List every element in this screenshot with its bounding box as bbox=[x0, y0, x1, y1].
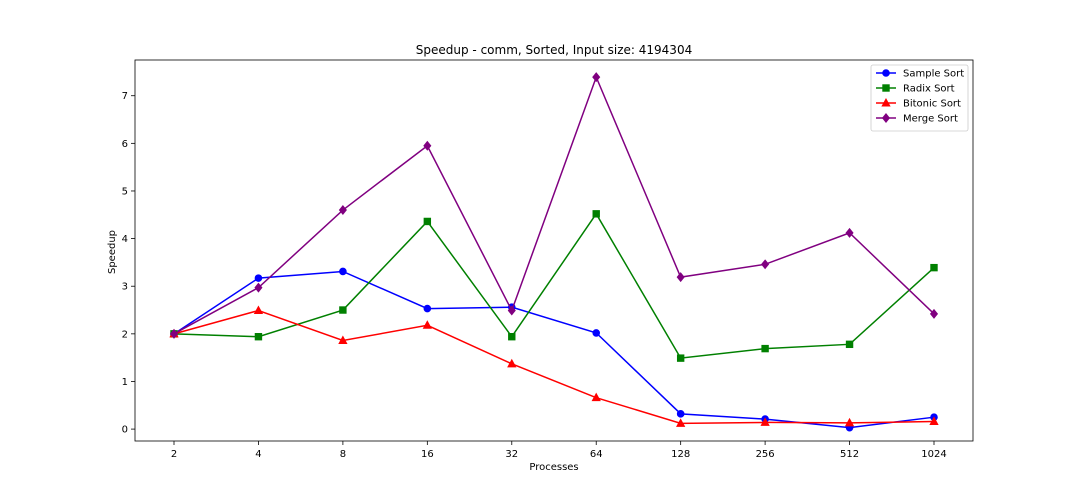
data-point-sample-sort bbox=[592, 329, 601, 337]
data-point-bitonic-sort bbox=[844, 417, 855, 427]
data-point-bitonic-sort bbox=[929, 416, 939, 425]
x-tick-label: 512 bbox=[840, 449, 859, 460]
legend-marker-sample-sort bbox=[882, 69, 890, 77]
data-point-merge-sort bbox=[676, 272, 685, 283]
legend-item-bitonic-sort: Bitonic Sort bbox=[876, 97, 961, 110]
data-point-radix-sort bbox=[930, 263, 938, 272]
data-point-radix-sort bbox=[592, 210, 600, 218]
y-axis-label: Speedup bbox=[107, 230, 118, 274]
data-point-merge-sort bbox=[169, 328, 179, 339]
data-point-radix-sort bbox=[508, 333, 516, 341]
y-tick-label: 6 bbox=[122, 139, 128, 150]
legend: Sample Sort Radix Sort Bitonic Sort Merge S… bbox=[870, 64, 969, 132]
data-point-radix-sort bbox=[339, 306, 347, 314]
x-tick-label: 256 bbox=[756, 449, 775, 460]
data-point-merge-sort bbox=[338, 205, 347, 216]
legend-item-radix-sort: Radix Sort bbox=[876, 84, 955, 95]
legend-label-merge-sort: Merge Sort bbox=[903, 114, 958, 125]
data-point-bitonic-sort bbox=[422, 320, 432, 329]
data-point-bitonic-sort bbox=[676, 418, 686, 427]
legend-label-bitonic-sort: Bitonic Sort bbox=[903, 99, 961, 110]
legend-marker-radix-sort bbox=[882, 84, 890, 92]
data-point-sample-sort bbox=[423, 304, 432, 313]
y-tick-label: 4 bbox=[122, 234, 128, 245]
data-point-merge-sort bbox=[423, 140, 432, 151]
data-point-radix-sort bbox=[676, 354, 685, 362]
legend-item-sample-sort: Sample Sort bbox=[876, 69, 964, 80]
series-line-merge-sort bbox=[173, 75, 935, 335]
legend-label-radix-sort: Radix Sort bbox=[903, 84, 955, 95]
data-point-bitonic-sort bbox=[507, 358, 517, 368]
series-merge-sort bbox=[169, 72, 939, 339]
data-point-merge-sort bbox=[845, 227, 854, 238]
legend-box bbox=[870, 64, 969, 132]
data-point-merge-sort bbox=[929, 308, 939, 319]
data-point-radix-sort bbox=[761, 344, 769, 353]
x-tick-label: 16 bbox=[421, 449, 434, 460]
axes: 2 4 8 16 32 64 128 256 512 1024 0 1 2 3 4 5 6 7 bbox=[122, 59, 974, 460]
data-point-merge-sort bbox=[254, 282, 263, 293]
legend-label-sample-sort: Sample Sort bbox=[903, 69, 964, 80]
chart-title: Speedup - comm, Sorted, Input size: 4194… bbox=[416, 43, 692, 57]
data-point-sample-sort bbox=[676, 410, 685, 418]
data-point-bitonic-sort bbox=[253, 305, 264, 315]
data-point-merge-sort bbox=[507, 305, 516, 316]
y-tick-label: 3 bbox=[122, 282, 128, 293]
x-tick-label: 8 bbox=[340, 449, 346, 460]
y-tick-label: 5 bbox=[122, 186, 128, 197]
y-tick-label: 2 bbox=[122, 329, 128, 340]
plot-frame bbox=[134, 59, 974, 442]
legend-item-merge-sort: Merge Sort bbox=[876, 113, 958, 125]
data-point-merge-sort bbox=[592, 72, 601, 83]
data-point-radix-sort bbox=[423, 217, 432, 226]
x-tick-label: 128 bbox=[671, 449, 690, 460]
series-group bbox=[169, 72, 939, 432]
x-tick-label: 4 bbox=[255, 449, 261, 460]
y-tick-label: 1 bbox=[122, 377, 128, 388]
series-line-sample-sort bbox=[173, 270, 935, 429]
data-point-sample-sort bbox=[254, 274, 263, 282]
y-tick-label: 7 bbox=[122, 91, 128, 102]
series-line-radix-sort bbox=[173, 212, 935, 359]
data-point-bitonic-sort bbox=[338, 335, 348, 345]
series-bitonic-sort bbox=[169, 305, 939, 427]
legend-marker-bitonic-sort bbox=[881, 97, 891, 107]
x-tick-label: 32 bbox=[505, 449, 518, 460]
series-radix-sort bbox=[170, 210, 938, 362]
data-point-sample-sort bbox=[339, 267, 347, 276]
x-tick-label: 2 bbox=[171, 449, 177, 460]
x-tick-label: 64 bbox=[590, 449, 603, 460]
data-point-radix-sort bbox=[254, 333, 263, 341]
legend-marker-merge-sort bbox=[881, 113, 891, 123]
x-axis-label: Processes bbox=[529, 462, 578, 473]
x-tick-label: 1024 bbox=[921, 449, 946, 460]
y-tick-label: 0 bbox=[122, 425, 128, 436]
data-point-bitonic-sort bbox=[760, 417, 770, 426]
series-sample-sort bbox=[170, 267, 938, 432]
data-point-bitonic-sort bbox=[591, 392, 601, 402]
data-point-radix-sort bbox=[845, 340, 854, 349]
series-line-bitonic-sort bbox=[173, 309, 935, 425]
data-point-merge-sort bbox=[761, 259, 770, 270]
